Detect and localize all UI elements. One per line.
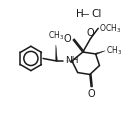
Text: OCH$_3$: OCH$_3$ bbox=[99, 22, 121, 35]
Text: NH: NH bbox=[65, 56, 78, 65]
Text: CH$_3$: CH$_3$ bbox=[48, 30, 64, 42]
Text: O: O bbox=[87, 89, 95, 99]
Text: O: O bbox=[87, 28, 94, 38]
Text: —: — bbox=[81, 10, 89, 19]
Text: CH$_3$: CH$_3$ bbox=[106, 45, 122, 57]
Text: O: O bbox=[64, 34, 71, 44]
Polygon shape bbox=[56, 45, 57, 61]
Polygon shape bbox=[96, 51, 105, 55]
Polygon shape bbox=[71, 60, 72, 62]
Text: H: H bbox=[76, 9, 83, 19]
Text: Cl: Cl bbox=[91, 9, 102, 19]
